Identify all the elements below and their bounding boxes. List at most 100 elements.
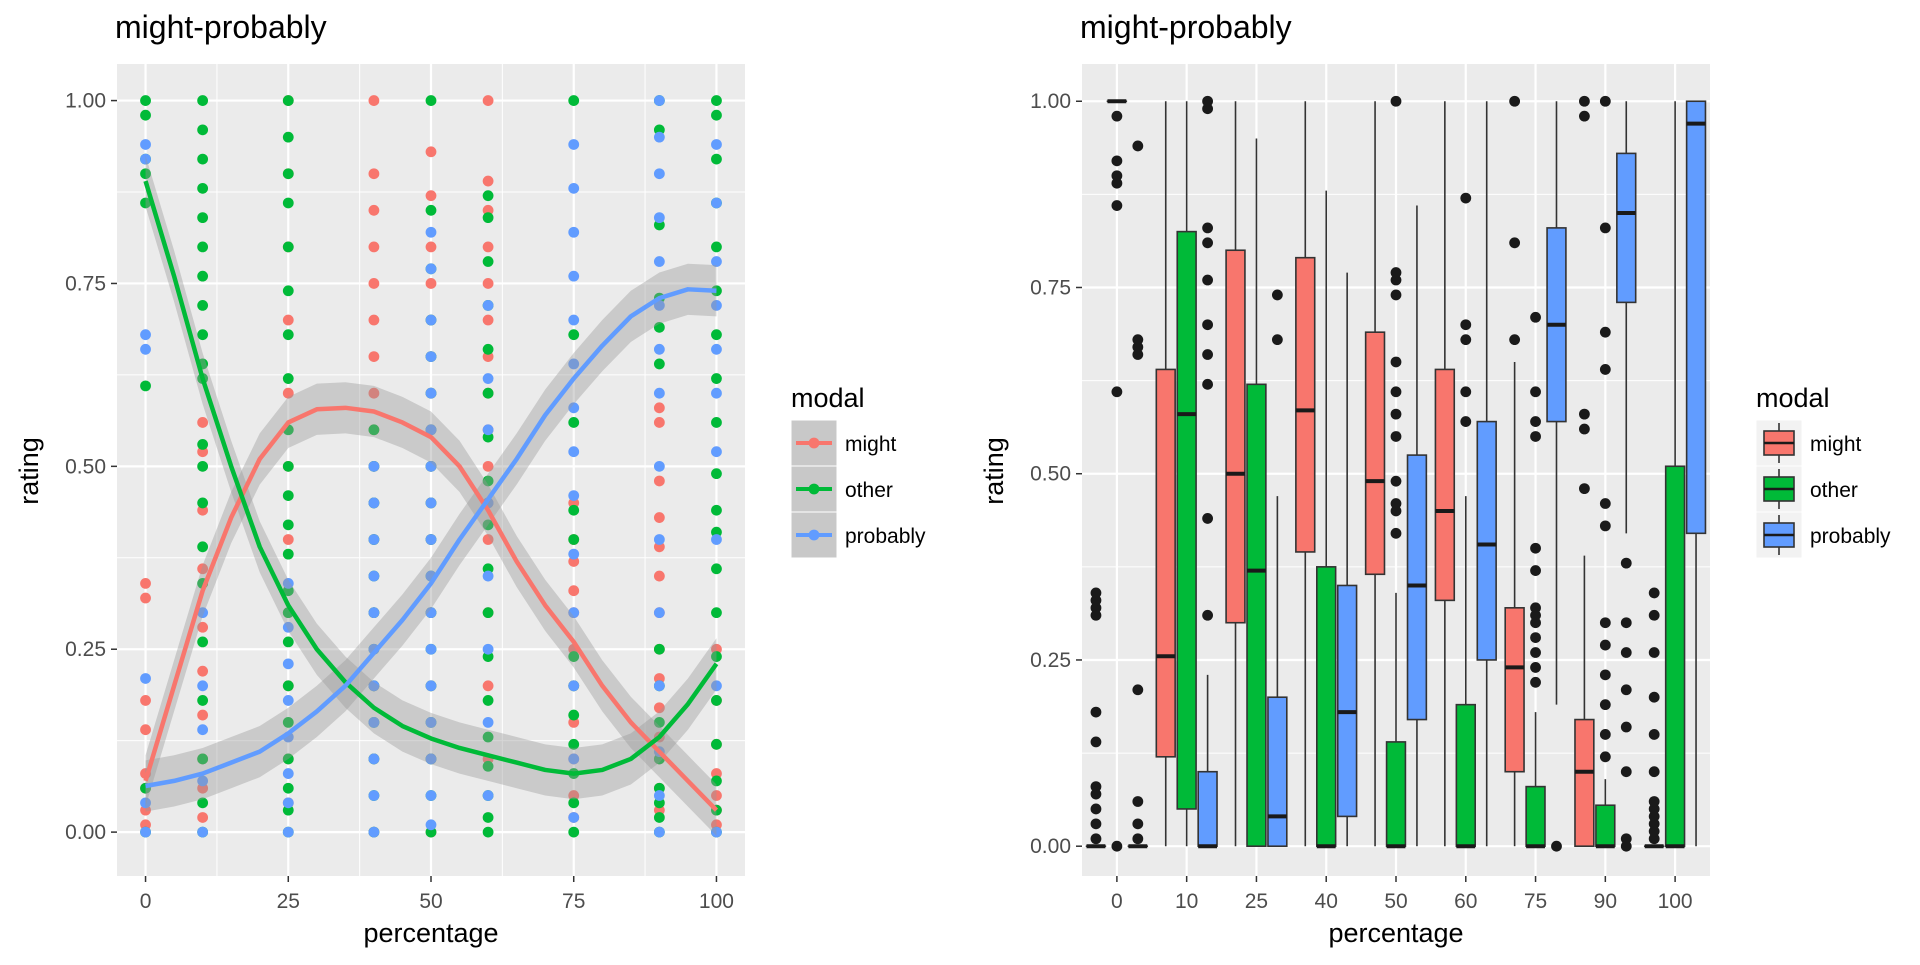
scatter-point-probably xyxy=(369,461,380,472)
scatter-point-probably xyxy=(426,227,437,238)
box-outlier-other xyxy=(1391,357,1402,368)
scatter-point-other xyxy=(283,783,294,794)
box-outlier-might xyxy=(1091,833,1102,844)
box-outlier-probably xyxy=(1202,275,1213,286)
box-outlier-other xyxy=(1111,386,1122,397)
scatter-point-probably xyxy=(369,754,380,765)
scatter-point-probably xyxy=(197,724,208,735)
box-outlier-probably xyxy=(1132,796,1143,807)
box-might xyxy=(1156,369,1175,756)
scatter-point-might xyxy=(483,176,494,187)
scatter-point-probably xyxy=(568,315,579,326)
scatter-point-other xyxy=(197,95,208,106)
scatter-point-other xyxy=(711,695,722,706)
scatter-point-might xyxy=(426,190,437,201)
box-outlier-other xyxy=(1391,431,1402,442)
box-outlier-other xyxy=(1460,416,1471,427)
box-outlier-other xyxy=(1530,431,1541,442)
box-outlier-might xyxy=(1649,766,1660,777)
scatter-point-other xyxy=(283,549,294,560)
box-outlier-might xyxy=(1579,111,1590,122)
scatter-point-probably xyxy=(654,132,665,143)
scatter-point-other xyxy=(197,241,208,252)
box-outlier-other xyxy=(1530,662,1541,673)
box-outlier-other xyxy=(1530,543,1541,554)
scatter-point-probably xyxy=(426,534,437,545)
scatter-point-other xyxy=(197,498,208,509)
scatter-point-other xyxy=(483,344,494,355)
left-y-axis-label: rating xyxy=(14,437,44,505)
scatter-point-probably xyxy=(654,256,665,267)
scatter-point-other xyxy=(283,198,294,209)
scatter-point-probably xyxy=(568,183,579,194)
scatter-point-probably xyxy=(568,680,579,691)
scatter-point-probably xyxy=(654,168,665,179)
scatter-point-probably xyxy=(283,768,294,779)
scatter-point-other xyxy=(283,637,294,648)
scatter-point-other xyxy=(197,212,208,223)
scatter-point-probably xyxy=(426,388,437,399)
scatter-point-probably xyxy=(369,827,380,838)
scatter-point-might xyxy=(483,315,494,326)
scatter-point-might xyxy=(426,278,437,289)
scatter-point-probably xyxy=(426,644,437,655)
scatter-point-might xyxy=(140,695,151,706)
box-outlier-other xyxy=(1391,96,1402,107)
scatter-point-probably xyxy=(426,263,437,274)
scatter-point-other xyxy=(711,417,722,428)
scatter-point-probably xyxy=(140,329,151,340)
scatter-point-other xyxy=(654,359,665,370)
scatter-point-probably xyxy=(711,198,722,209)
scatter-point-other xyxy=(283,373,294,384)
scatter-point-probably xyxy=(140,827,151,838)
scatter-point-might xyxy=(369,278,380,289)
box-outlier-other xyxy=(1391,498,1402,509)
right-x-tick-label: 60 xyxy=(1454,890,1477,913)
box-outlier-other xyxy=(1111,170,1122,181)
scatter-point-other xyxy=(197,637,208,648)
box-outlier-other xyxy=(1391,409,1402,420)
scatter-point-other xyxy=(283,168,294,179)
box-outlier-might xyxy=(1649,588,1660,599)
legend-key-point-might xyxy=(809,438,820,449)
scatter-point-might xyxy=(140,593,151,604)
box-outlier-might xyxy=(1649,796,1660,807)
box-outlier-other xyxy=(1530,312,1541,323)
box-outlier-other xyxy=(1600,364,1611,375)
scatter-point-other xyxy=(197,439,208,450)
scatter-point-might xyxy=(483,278,494,289)
scatter-point-probably xyxy=(711,139,722,150)
box-outlier-other xyxy=(1600,617,1611,628)
scatter-point-other xyxy=(654,812,665,823)
left-x-tick-label: 75 xyxy=(562,890,585,913)
scatter-point-probably xyxy=(140,344,151,355)
scatter-point-other xyxy=(483,190,494,201)
scatter-point-might xyxy=(369,315,380,326)
box-outlier-probably xyxy=(1272,290,1283,301)
box-outlier-probably xyxy=(1202,349,1213,360)
box-outlier-might xyxy=(1091,804,1102,815)
legend-label-probably: probably xyxy=(845,525,926,548)
scatter-point-might xyxy=(654,512,665,523)
box-outlier-other xyxy=(1530,632,1541,643)
box-outlier-other xyxy=(1111,111,1122,122)
box-outlier-might xyxy=(1091,707,1102,718)
scatter-point-might xyxy=(197,710,208,721)
box-outlier-other xyxy=(1600,751,1611,762)
scatter-point-probably xyxy=(483,790,494,801)
box-outlier-other xyxy=(1600,498,1611,509)
box-outlier-other xyxy=(1460,193,1471,204)
scatter-point-other xyxy=(197,271,208,282)
scatter-point-other xyxy=(197,154,208,165)
left-x-axis-label: percentage xyxy=(363,918,498,948)
box-outlier-might xyxy=(1649,692,1660,703)
scatter-point-other xyxy=(711,329,722,340)
left-y-tick-label: 0.50 xyxy=(65,455,106,478)
box-outlier-probably xyxy=(1132,833,1143,844)
right-y-tick-label: 0.50 xyxy=(1030,463,1071,486)
scatter-point-probably xyxy=(426,790,437,801)
scatter-point-other xyxy=(283,241,294,252)
scatter-point-probably xyxy=(426,680,437,691)
scatter-point-probably xyxy=(568,139,579,150)
